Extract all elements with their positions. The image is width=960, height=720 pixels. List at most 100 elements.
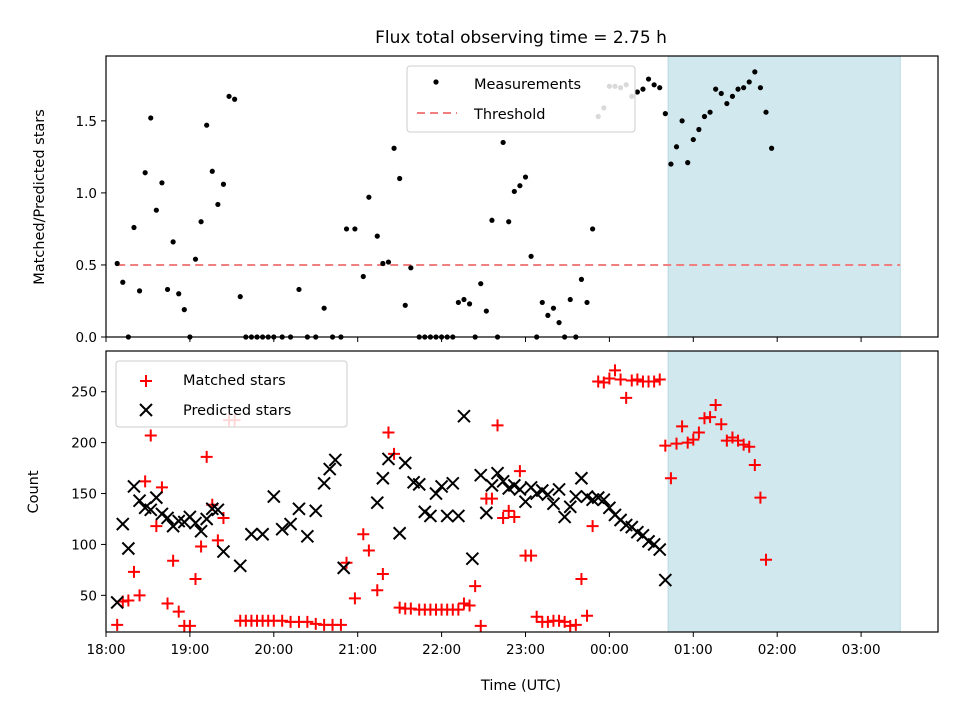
measurement-point — [757, 85, 764, 91]
matched-star-point — [485, 492, 498, 505]
predicted-star-point — [370, 495, 384, 510]
matched-star-point — [371, 584, 384, 597]
predicted-star-point — [440, 509, 454, 523]
measurement-point — [204, 122, 210, 128]
matched-star-point — [709, 398, 722, 411]
measurement-point — [668, 161, 674, 167]
measurement-point — [237, 294, 243, 300]
predicted-star-point — [283, 517, 298, 531]
y-tick-label: 0.0 — [76, 330, 97, 346]
matched-star-point — [525, 549, 538, 562]
matched-star-point — [200, 450, 213, 463]
predicted-star-point — [423, 509, 438, 523]
measurement-point — [466, 301, 473, 307]
matched-star-point — [569, 618, 582, 631]
measurement-point — [578, 276, 585, 282]
measurement-point — [741, 85, 747, 91]
measurement-point — [374, 233, 380, 239]
y-tick-label: 100 — [71, 537, 97, 553]
x-tick-label: 18:00 — [87, 642, 126, 658]
measurement-point — [701, 113, 708, 120]
matched-star-point — [362, 544, 375, 557]
matched-star-point — [541, 615, 554, 628]
measurement-point — [343, 226, 350, 232]
matched-star-point — [508, 510, 521, 523]
measurement-point — [478, 281, 484, 287]
matched-star-point — [704, 411, 717, 424]
measurement-point — [131, 224, 137, 231]
predicted-stars-points — [110, 409, 673, 610]
measurement-point — [159, 180, 165, 186]
matched-star-point — [474, 619, 487, 632]
matched-star-point — [692, 426, 705, 439]
predicted-star-point — [328, 453, 343, 467]
x-tick-label: 02:00 — [758, 642, 797, 658]
matched-star-point — [743, 440, 756, 453]
measurement-point — [170, 239, 176, 245]
x-tick-label: 22:00 — [422, 642, 461, 658]
y-tick-label: 1.0 — [76, 186, 97, 202]
measurement-point — [192, 256, 199, 262]
measurement-point — [685, 160, 691, 166]
measurement-point — [735, 86, 741, 92]
measurement-point — [198, 219, 204, 225]
matched-star-point — [530, 610, 543, 623]
matched-star-point — [183, 619, 196, 632]
predicted-star-point — [490, 466, 505, 480]
predicted-star-point — [255, 527, 270, 541]
measurement-point — [402, 302, 408, 308]
measurement-point — [679, 118, 685, 124]
matched-star-point — [211, 534, 224, 547]
matched-star-point — [452, 603, 465, 616]
matched-star-point — [687, 433, 700, 446]
matched-star-point — [357, 528, 370, 541]
matched-star-point — [664, 472, 677, 485]
predicted-star-point — [457, 409, 471, 423]
predicted-star-point — [496, 474, 510, 489]
measurement-point — [590, 226, 596, 232]
measurement-point — [724, 100, 730, 107]
matched-star-point — [189, 573, 202, 586]
measurement-point — [120, 279, 126, 285]
measurement-point — [539, 299, 545, 306]
predicted-star-point — [381, 452, 396, 466]
x-tick-label: 20:00 — [254, 642, 293, 658]
top-y-axis-label: Matched/Predicted stars — [32, 109, 48, 285]
predicted-star-point — [658, 573, 673, 587]
bottom-legend: Matched stars Predicted stars — [115, 360, 348, 428]
matched-star-point — [564, 619, 577, 632]
matched-star-point — [631, 373, 644, 386]
legend-matched-label: Matched stars — [183, 373, 286, 389]
predicted-star-point — [144, 503, 158, 517]
predicted-star-point — [188, 516, 203, 530]
matched-star-point — [608, 364, 621, 377]
predicted-star-point — [160, 511, 175, 525]
predicted-star-point — [418, 505, 432, 519]
measurement-point — [176, 291, 182, 297]
top-panel: 0.0 0.5 1.0 1.5 Matched/Predicted stars Mea… — [32, 55, 939, 346]
predicted-star-point — [597, 492, 611, 507]
measurement-point — [153, 207, 159, 213]
bottom-panel: 50 100 150 200 250 18:00 19:00 20:00 21:00 22:00… — [26, 350, 939, 694]
measurement-point — [296, 286, 302, 293]
predicted-star-point — [485, 478, 499, 493]
predicted-star-point — [518, 494, 533, 509]
top-axes-frame — [105, 55, 939, 338]
predicted-star-point — [309, 504, 323, 518]
matched-star-point — [614, 373, 627, 386]
matched-star-point — [111, 618, 124, 631]
measurement-point — [718, 90, 724, 97]
predicted-star-point — [429, 486, 443, 501]
top-legend-box — [406, 65, 636, 133]
matched-star-point — [586, 520, 599, 533]
matched-star-point — [144, 429, 157, 442]
matched-star-point — [276, 614, 289, 627]
matched-star-point — [754, 491, 767, 504]
matched-star-point — [376, 567, 389, 580]
measurement-point — [461, 296, 467, 303]
measurement-point — [517, 183, 523, 189]
measurement-point — [483, 308, 489, 314]
y-tick-label: 150 — [71, 487, 97, 503]
x-tick-label: 23:00 — [506, 642, 545, 658]
top-y-ticks: 0.0 0.5 1.0 1.5 — [76, 114, 106, 346]
